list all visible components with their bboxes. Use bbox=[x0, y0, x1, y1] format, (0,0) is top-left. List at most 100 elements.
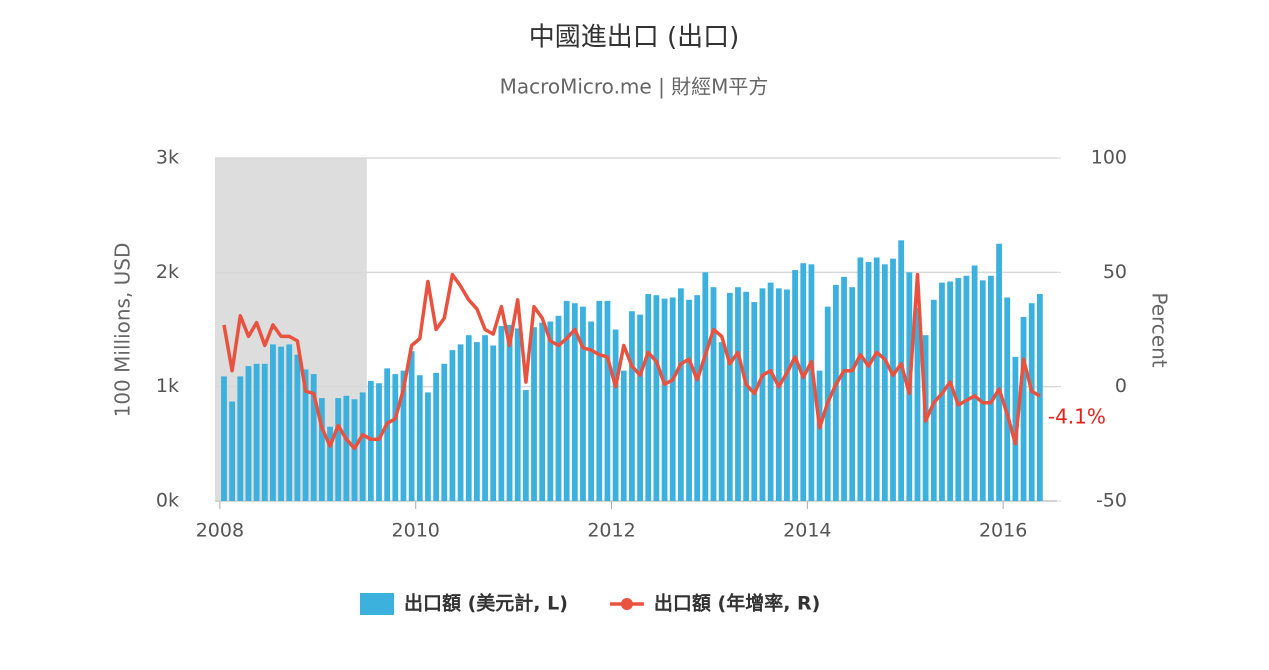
bar bbox=[718, 342, 725, 501]
bar bbox=[563, 300, 570, 501]
bar bbox=[767, 282, 774, 501]
bar bbox=[221, 376, 227, 501]
bar bbox=[988, 275, 994, 501]
bar bbox=[270, 344, 276, 501]
legend: 出口額 (美元計, L) 出口額 (年增率, R) bbox=[360, 592, 820, 615]
bar bbox=[408, 351, 415, 501]
bar bbox=[506, 324, 513, 501]
bar bbox=[465, 335, 472, 501]
y-tick-label: 1k bbox=[156, 375, 179, 397]
bar bbox=[775, 288, 782, 501]
bar bbox=[702, 272, 709, 501]
bar bbox=[286, 344, 293, 501]
y-tick-label: 2k bbox=[156, 261, 179, 283]
chart-title: 中國進出口 (出口) bbox=[529, 23, 740, 53]
bar bbox=[522, 390, 529, 501]
chart-subtitle: MacroMicro.me | 財經M平方 bbox=[500, 75, 769, 99]
legend-swatch bbox=[620, 598, 633, 610]
bar bbox=[278, 346, 284, 501]
bar bbox=[588, 321, 595, 501]
y-axis-title: 100 Millions, USD bbox=[111, 243, 135, 418]
y2-axis-title: Percent bbox=[1148, 292, 1172, 367]
line bbox=[222, 272, 1041, 451]
bar bbox=[425, 392, 431, 501]
bar bbox=[849, 287, 856, 501]
bar bbox=[229, 401, 236, 501]
y2-tick-label: -50 bbox=[1096, 490, 1127, 512]
x-tick-label: 2016 bbox=[979, 520, 1027, 542]
bar bbox=[653, 295, 660, 501]
bar bbox=[832, 284, 839, 501]
x-tick-label: 2008 bbox=[196, 520, 244, 542]
bar bbox=[318, 398, 325, 501]
bar bbox=[327, 426, 333, 501]
bar bbox=[841, 276, 847, 501]
bar bbox=[669, 297, 676, 501]
bar bbox=[604, 300, 611, 501]
x-tick-label: 2012 bbox=[587, 520, 635, 542]
bar bbox=[710, 287, 717, 501]
bar bbox=[294, 354, 301, 501]
bar bbox=[449, 350, 456, 501]
x-tick-label: 2010 bbox=[392, 520, 440, 542]
bar bbox=[539, 322, 546, 501]
bar bbox=[800, 263, 807, 501]
bar bbox=[759, 288, 766, 501]
bar bbox=[881, 264, 888, 501]
bar bbox=[1004, 297, 1011, 501]
bar bbox=[645, 294, 652, 501]
bar bbox=[743, 291, 750, 501]
bar bbox=[996, 243, 1002, 501]
bar bbox=[677, 288, 684, 501]
bar bbox=[1028, 303, 1035, 501]
bar bbox=[816, 370, 823, 501]
bar bbox=[416, 375, 423, 501]
bar bbox=[686, 299, 692, 501]
bar bbox=[726, 292, 733, 501]
bar bbox=[735, 287, 741, 501]
bar bbox=[661, 298, 668, 501]
bar bbox=[1020, 316, 1027, 501]
bar bbox=[457, 344, 464, 501]
bar bbox=[441, 363, 448, 501]
bar bbox=[963, 275, 970, 501]
bar bbox=[914, 307, 921, 501]
legend-label: 出口額 (年增率, R) bbox=[654, 592, 820, 615]
bar bbox=[253, 363, 260, 501]
bar bbox=[376, 383, 382, 501]
bar bbox=[384, 368, 391, 501]
x-tick-label: 2014 bbox=[783, 520, 831, 542]
bar bbox=[694, 295, 701, 501]
bar bbox=[873, 257, 880, 501]
bar bbox=[620, 370, 627, 501]
bar bbox=[898, 240, 905, 501]
bar bbox=[637, 314, 643, 501]
bar bbox=[531, 327, 537, 501]
bar bbox=[498, 326, 505, 501]
bar bbox=[1036, 294, 1043, 501]
bar bbox=[392, 374, 399, 501]
bar bbox=[514, 328, 521, 501]
bar bbox=[792, 270, 798, 501]
bar bbox=[261, 363, 268, 501]
bar bbox=[400, 370, 407, 501]
bar bbox=[547, 321, 554, 501]
bar bbox=[629, 311, 635, 501]
bar bbox=[947, 281, 954, 501]
bar bbox=[245, 366, 252, 501]
bar bbox=[359, 392, 366, 501]
bar bbox=[612, 329, 619, 501]
bar bbox=[474, 342, 480, 501]
bar bbox=[857, 257, 864, 501]
bar bbox=[955, 278, 962, 501]
bar bbox=[433, 372, 440, 501]
annotation: -4.1% bbox=[1048, 405, 1106, 429]
y-tick-label: 3k bbox=[156, 147, 179, 169]
bar bbox=[979, 280, 986, 501]
bar bbox=[490, 345, 497, 501]
bar bbox=[971, 265, 978, 501]
bar bbox=[343, 395, 350, 501]
bar bbox=[865, 262, 872, 501]
bar bbox=[555, 315, 562, 501]
